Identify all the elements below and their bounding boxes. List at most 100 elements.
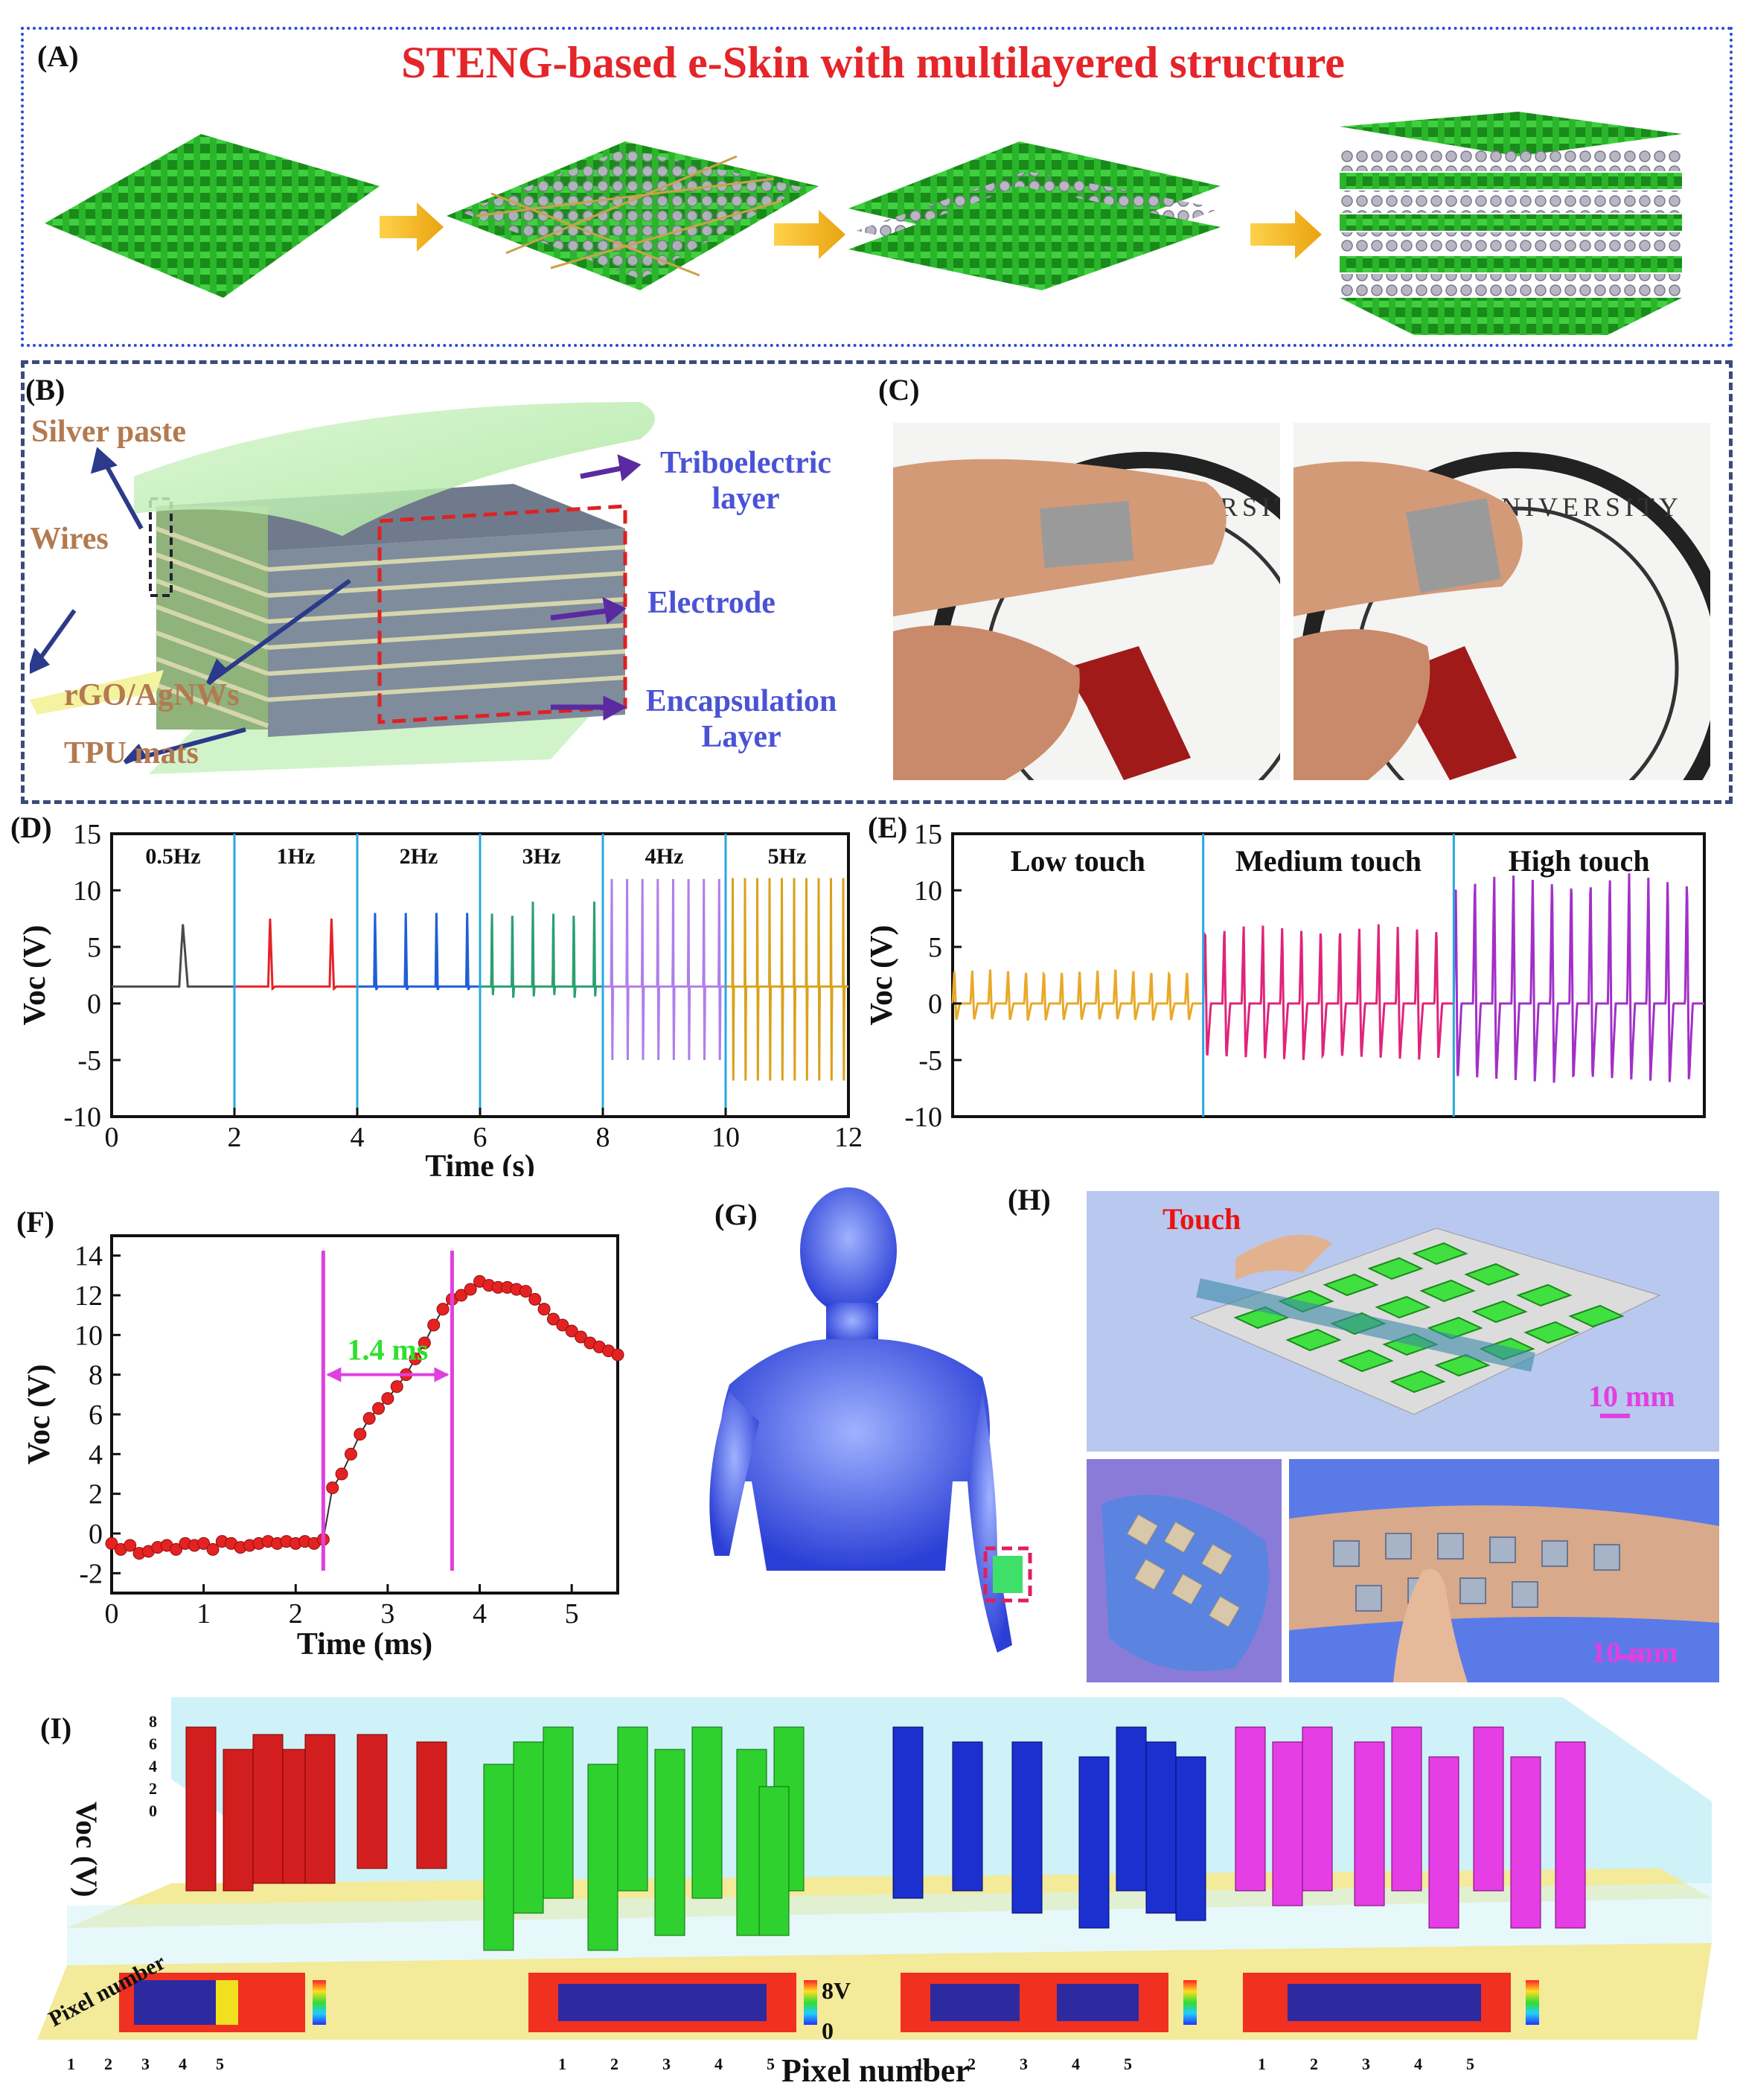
chart-e-ylabel: Voc (V) [871, 925, 899, 1026]
chart-f-ytick-label: 2 [89, 1479, 103, 1510]
chart-d-ylabel: Voc (V) [18, 925, 52, 1026]
chart-f-point [170, 1542, 183, 1556]
chart-d-series-4 [603, 878, 726, 1061]
triboelectric-layer-callout: Triboelectric layer [634, 445, 857, 517]
silver-paste-callout: Silver paste [31, 415, 187, 449]
panel-i-x-tick: 1 [1258, 2055, 1266, 2073]
chart-f-point [464, 1283, 477, 1296]
panel-i-z-tick: 0 [149, 1801, 157, 1820]
chart-f-point [528, 1292, 542, 1306]
electrode-callout: Electrode [647, 586, 776, 620]
panel-i-x-tick: 1 [67, 2055, 75, 2073]
chart-e-frame [951, 832, 1706, 1118]
colorbar-max-label: 8V [822, 1977, 851, 2004]
encap-line-2: Layer [701, 720, 781, 754]
scale-bar-top: 10 mm [1588, 1379, 1675, 1413]
chart-e-section-label: High touch [1509, 844, 1650, 878]
sensor-location-box [983, 1546, 1032, 1603]
scale-bar-bottom: 10 mm [1591, 1635, 1678, 1669]
colorbar-2 [804, 1980, 817, 2025]
panel-i-z-tick: 2 [149, 1779, 157, 1798]
panel-i-x-tick: 4 [179, 2055, 187, 2073]
panel-b-illustration [30, 402, 655, 774]
chart-d-ytick-label: -5 [77, 1045, 101, 1076]
panel-i-z-tick: 4 [149, 1757, 157, 1775]
chart-f-point [344, 1447, 357, 1461]
chart-f-point [455, 1289, 468, 1302]
tribo-line-2: layer [711, 482, 780, 516]
chart-f-point [105, 1536, 118, 1550]
touch-label: Touch [1163, 1202, 1241, 1236]
chart-f-ytick-label: -2 [79, 1558, 103, 1589]
chart-d-xtick-label: 12 [834, 1122, 863, 1153]
chart-d-xtick-label: 8 [596, 1122, 610, 1153]
chart-f-xtick-label: 1 [196, 1598, 211, 1630]
chart-f-point [436, 1303, 450, 1316]
wires-callout: Wires [30, 522, 109, 556]
chart-f-xtick-label: 3 [380, 1598, 394, 1630]
encapsulation-layer-callout: Encapsulation Layer [615, 683, 868, 755]
chart-d-section-label: 0.5Hz [145, 844, 200, 869]
panel-a-frame [21, 27, 1733, 347]
fabric-layer-stack [1340, 112, 1682, 335]
panel-d-label: (D) [10, 811, 52, 844]
chart-f-xtick-label: 4 [473, 1598, 487, 1630]
chart-d-series-5 [726, 878, 848, 1081]
panel-i-x-tick: 2 [1310, 2055, 1318, 2073]
panel-f-label: (F) [16, 1205, 55, 1239]
chart-e-ytick-label: -10 [904, 1102, 942, 1133]
chart-f-point [124, 1539, 137, 1552]
chart-d-ytick-label: 0 [87, 989, 101, 1020]
top-film [134, 402, 655, 536]
chart-f-ytick-label: 6 [89, 1400, 103, 1431]
panel-i-x-tick: 1 [915, 2055, 924, 2073]
tpu-mats-callout: TPU mats [64, 736, 199, 770]
chart-e: Low touch Medium touch High touch -10 -5 0 5 10… [871, 819, 1706, 1133]
chart-f-point [519, 1285, 532, 1298]
chart-d-section-label: 4Hz [645, 844, 684, 869]
bars-green [483, 1726, 805, 1951]
chart-f-xtick-label: 0 [105, 1598, 119, 1630]
chart-e-series-2 [1452, 873, 1704, 1083]
contour-map-2 [528, 1973, 796, 2032]
fabric-layer-3 [848, 141, 1221, 290]
chart-d: 0.5Hz 1Hz 2Hz 3Hz 4Hz 5Hz 0 2 4 6 8 10 12 -10 -5 0 5 10 15… [18, 819, 863, 1176]
panel-i-xlabel: Pixel number [781, 2052, 970, 2089]
chart-e-ytick-label: 15 [914, 819, 942, 850]
panel-h-array-schematic [1087, 1191, 1719, 1452]
chart-d-series-2 [357, 913, 480, 991]
chart-d-ytick-label: 10 [73, 875, 101, 907]
chart-d-xtick-label: 2 [228, 1122, 242, 1153]
panel-a-title: STENG-based e-Skin with multilayered str… [401, 38, 1345, 87]
colorbar-1 [313, 1980, 326, 2025]
panel-c-label: (C) [878, 373, 920, 406]
chart-d-series-0 [112, 924, 234, 988]
chart-e-ytick-label: 10 [914, 875, 942, 907]
panel-a-illustration [45, 112, 1682, 335]
chart-f-point [326, 1481, 339, 1495]
panel-i-x-tick: 3 [1362, 2055, 1370, 2073]
chart-d-series-3 [480, 901, 603, 998]
colorbar-3 [1183, 1980, 1197, 2025]
panel-h-photo-arm [1289, 1459, 1719, 1682]
stacked-layers [149, 484, 627, 737]
chart-f-xtick-label: 2 [289, 1598, 303, 1630]
chart-e-section-label: Low touch [1011, 844, 1145, 878]
chart-f-ytick-label: 4 [89, 1439, 103, 1470]
panel-i-x-tick: 1 [558, 2055, 566, 2073]
chart-f-point [354, 1428, 367, 1441]
chart-d-xtick-label: 10 [711, 1122, 740, 1153]
chart-f-ytick-label: 14 [74, 1241, 103, 1272]
panel-i-zlabel: Voc (V) [70, 1801, 103, 1898]
chart-d-xtick-label: 4 [351, 1122, 365, 1153]
chart-f-point [390, 1380, 403, 1394]
panel-i-x-tick: 4 [1072, 2055, 1080, 2073]
chart-f-point [206, 1542, 220, 1556]
panel-i-z-tick: 8 [149, 1712, 157, 1731]
chart-d-section-label: 1Hz [277, 844, 316, 869]
panel-bc-frame [21, 360, 1733, 804]
chart-f-point [381, 1392, 394, 1405]
bars-blue [892, 1726, 1206, 1929]
panel-i-x-tick: 3 [141, 2055, 150, 2073]
chart-f-point [409, 1352, 422, 1365]
